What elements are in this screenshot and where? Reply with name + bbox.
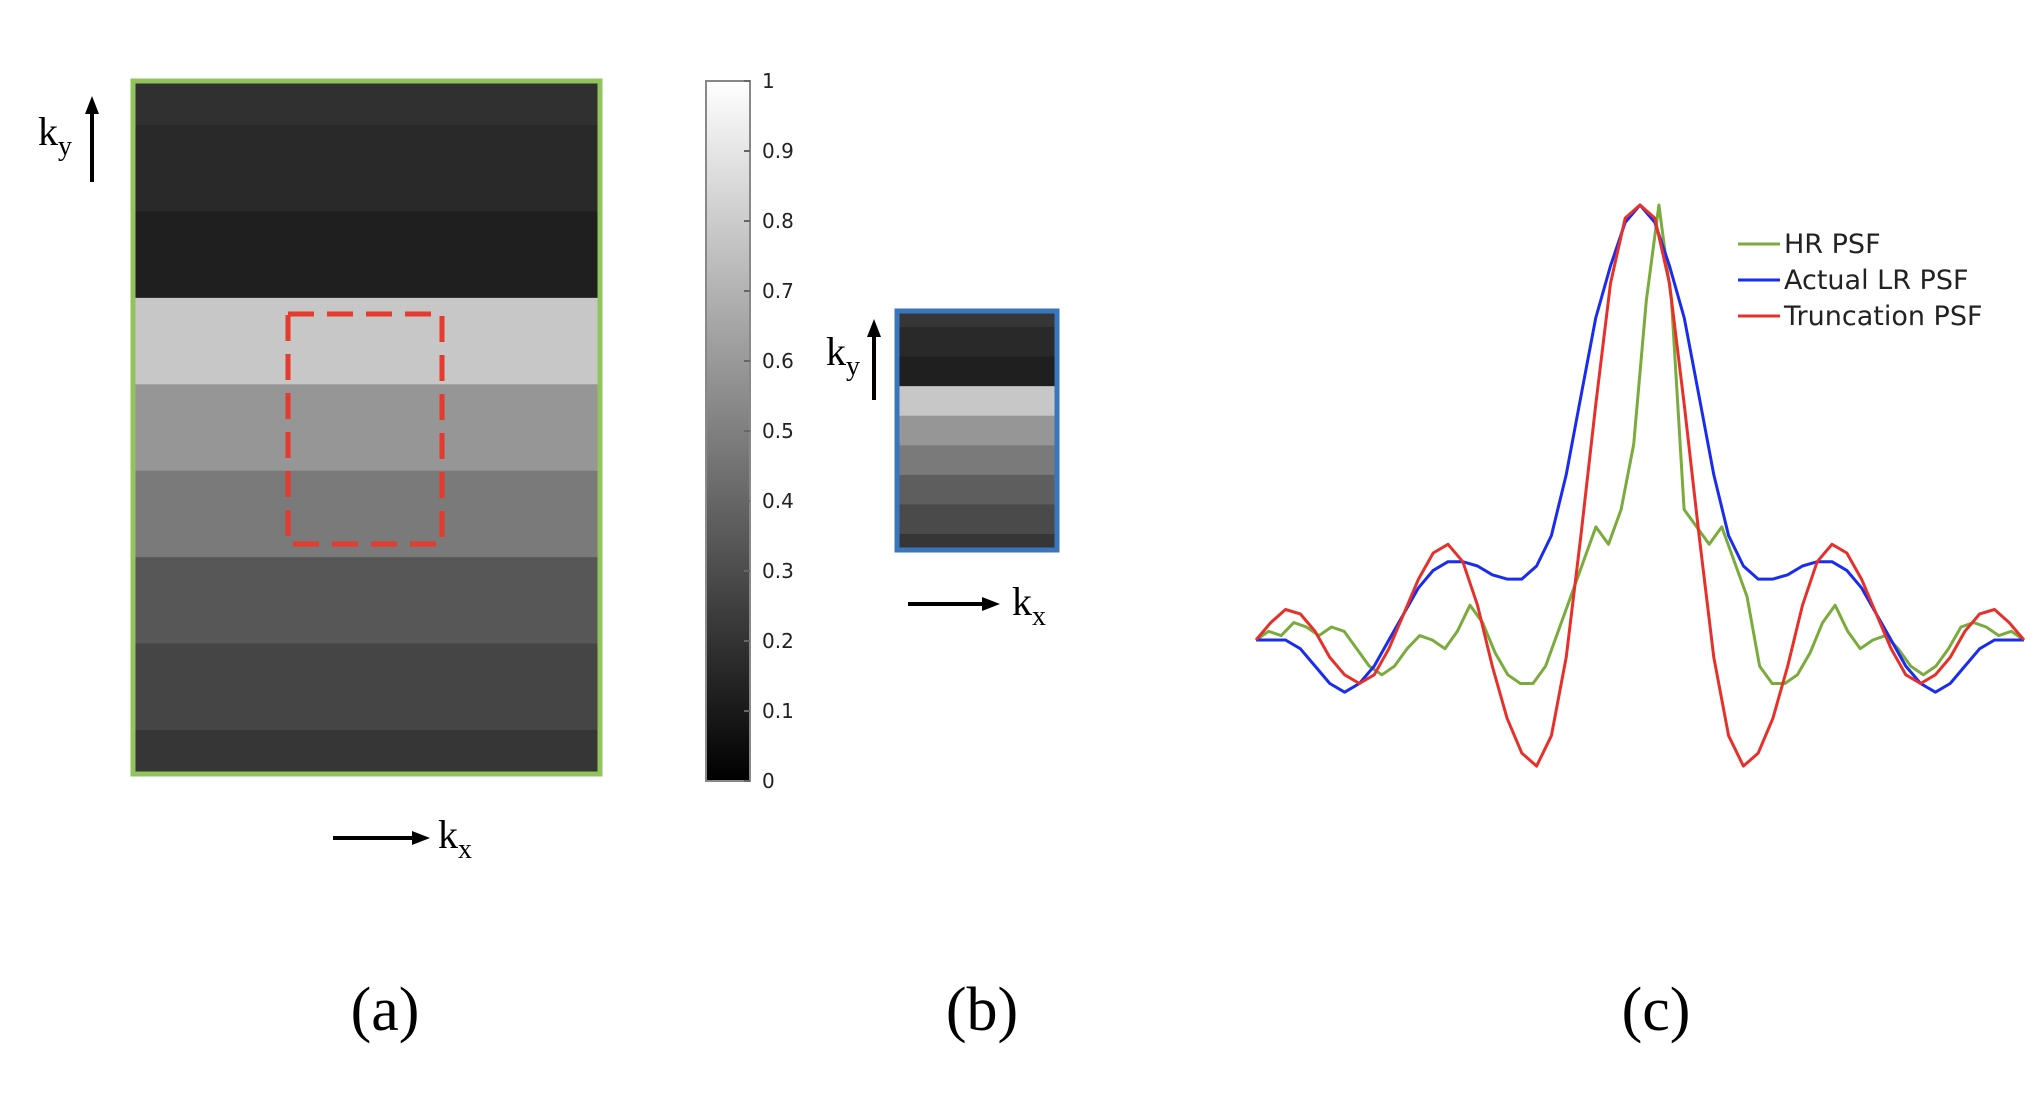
psf-series-line <box>1254 203 2026 768</box>
ky-arrow-icon <box>85 96 99 114</box>
kspace-band <box>899 415 1055 446</box>
panel-a-kx-label: kx <box>438 812 472 865</box>
kspace-band <box>899 445 1055 476</box>
panel-b-ky-axis: ky <box>826 319 881 400</box>
kx-arrow-icon <box>412 831 430 845</box>
psf-line-chart <box>1254 203 2026 768</box>
colorbar-tick-label: 0.8 <box>762 209 794 233</box>
kspace-band <box>899 327 1055 358</box>
panel-b-caption: (b) <box>946 976 1018 1044</box>
panel-b-kx-axis: kx <box>908 579 1046 632</box>
colorbar: 0 0.1 0.2 0.3 0.4 0.5 0.6 0.7 0.8 0.9 1 <box>705 69 794 793</box>
kspace-band <box>899 356 1055 387</box>
colorbar-tick-label: 0.1 <box>762 699 794 723</box>
colorbar-tick-label: 0.5 <box>762 419 794 443</box>
colorbar-tick-label: 0.6 <box>762 349 794 373</box>
panel-b-kx-label: kx <box>1012 579 1046 632</box>
colorbar-ticks: 0 0.1 0.2 0.3 0.4 0.5 0.6 0.7 0.8 0.9 1 <box>744 69 794 793</box>
panel-b-border <box>894 308 1060 553</box>
panel-a-kspace-image <box>135 83 598 773</box>
chart-legend: HR PSF Actual LR PSF Truncation PSF <box>1738 229 1983 332</box>
kspace-band <box>899 313 1055 328</box>
panel-c: HR PSF Actual LR PSF Truncation PSF (c) <box>1254 203 2026 1044</box>
kspace-band <box>135 557 598 645</box>
panel-c-caption: (c) <box>1622 976 1691 1044</box>
kspace-band <box>135 211 598 299</box>
colorbar-tick-label: 0.3 <box>762 559 794 583</box>
kspace-band <box>899 504 1055 535</box>
colorbar-tick-label: 0.2 <box>762 629 794 653</box>
ky-arrow-icon <box>867 319 881 337</box>
panel-a: ky kx (a) <box>38 78 603 1044</box>
kspace-band <box>135 83 598 126</box>
kx-arrow-icon <box>982 597 1000 611</box>
colorbar-tick-label: 0.7 <box>762 279 794 303</box>
panel-a-caption: (a) <box>351 976 420 1044</box>
colorbar-gradient <box>705 80 751 782</box>
colorbar-tick-label: 0 <box>762 769 775 793</box>
legend-label: Truncation PSF <box>1783 301 1983 332</box>
kspace-band <box>899 474 1055 505</box>
kspace-band <box>135 384 598 472</box>
panel-a-kx-axis: kx <box>333 812 472 865</box>
panel-a-ky-axis: ky <box>38 96 99 182</box>
panel-b: ky kx (b) <box>826 308 1060 1044</box>
legend-label: Actual LR PSF <box>1784 265 1969 296</box>
legend-label: HR PSF <box>1784 229 1881 260</box>
panel-b-ky-label: ky <box>826 329 860 382</box>
kspace-band <box>135 297 598 385</box>
kspace-band <box>135 643 598 731</box>
colorbar-tick-label: 1 <box>762 69 775 93</box>
kspace-band <box>135 470 598 558</box>
panel-a-ky-label: ky <box>38 109 72 162</box>
kspace-band <box>135 730 598 773</box>
colorbar-tick-label: 0.9 <box>762 139 794 163</box>
panel-a-border <box>130 78 603 777</box>
panel-b-kspace-image <box>899 313 1055 549</box>
kspace-band <box>135 125 598 212</box>
kspace-band <box>899 386 1055 417</box>
kspace-band <box>899 534 1055 549</box>
colorbar-tick-label: 0.4 <box>762 489 794 513</box>
